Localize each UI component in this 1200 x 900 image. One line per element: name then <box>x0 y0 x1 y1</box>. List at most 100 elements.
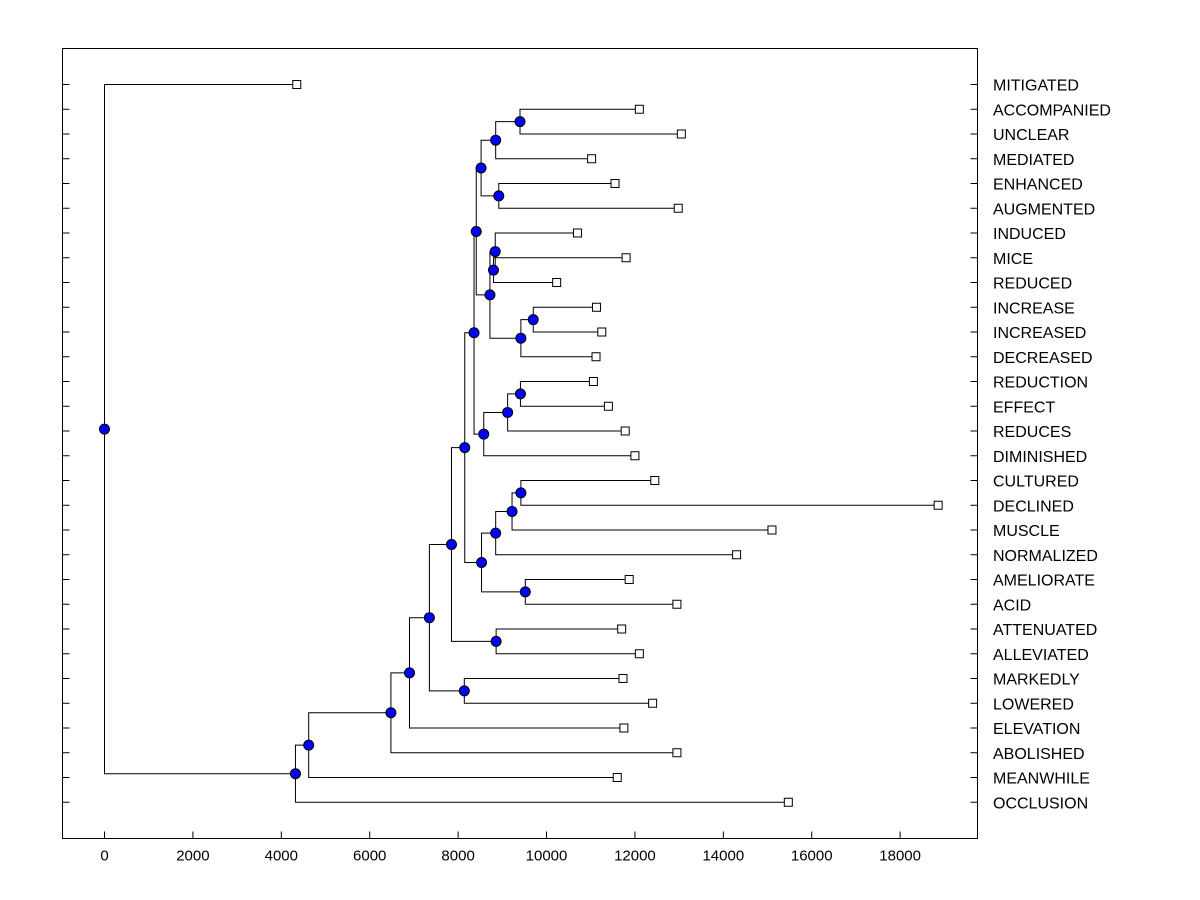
leaf-marker <box>591 352 601 362</box>
branch-link <box>520 319 597 358</box>
branch-link <box>493 232 578 271</box>
leaf-marker <box>620 426 630 436</box>
merge-node <box>515 487 527 499</box>
y-axis-ticks <box>62 84 978 803</box>
merge-node <box>484 289 496 301</box>
leaf-label: MITIGATED <box>993 78 1079 95</box>
branch-link <box>450 447 497 642</box>
leaf-label: AUGMENTED <box>993 201 1095 218</box>
leaf-marker <box>292 80 302 89</box>
merge-node <box>490 527 502 539</box>
branch-link <box>519 108 682 135</box>
leaf-label: AMELIORATE <box>993 573 1095 590</box>
x-tick-label: 2000 <box>176 848 209 865</box>
leaf-label: OCCLUSION <box>993 795 1088 812</box>
merge-node <box>403 667 415 679</box>
leaf-marker <box>591 302 601 312</box>
x-axis-ticks: 0 2000 4000 6000 8000 10000 12000 14000 16000 180… <box>100 831 921 865</box>
branch-link <box>524 579 677 605</box>
leaf-label: ABOLISHED <box>993 746 1085 763</box>
leaf-label: MEDIATED <box>993 152 1074 169</box>
leaf-marker <box>673 203 683 213</box>
merge-node <box>385 707 397 719</box>
merge-node <box>459 442 471 454</box>
leaf-label: MUSCLE <box>993 523 1060 540</box>
branch-link <box>507 393 626 432</box>
x-tick-label: 10000 <box>526 848 568 865</box>
leaf-label: MEANWHILE <box>993 771 1090 788</box>
leaf-label: ENHANCED <box>993 177 1083 194</box>
leaf-marker <box>619 723 629 733</box>
merge-node <box>303 739 315 751</box>
merge-node <box>515 332 527 344</box>
merge-node <box>519 586 531 598</box>
leaf-marker <box>588 377 598 386</box>
leaf-marker <box>783 797 793 807</box>
merge-node <box>476 556 488 568</box>
leaf-label: CULTURED <box>993 474 1079 491</box>
branch-link <box>481 532 526 593</box>
branch-link <box>511 492 772 531</box>
leaf-marker <box>603 401 613 411</box>
leaf-marker <box>617 624 627 634</box>
leaf-marker <box>612 773 622 782</box>
merge-node <box>478 428 490 440</box>
leaf-marker <box>634 104 644 114</box>
leaf-marker <box>597 327 607 337</box>
branch-link <box>408 617 624 729</box>
leaf-marker <box>767 525 777 535</box>
leaf-marker <box>618 674 628 683</box>
merge-node <box>423 612 435 624</box>
x-tick-label: 18000 <box>879 848 921 865</box>
leaf-marker <box>630 451 640 461</box>
leaf-label: EFFECT <box>993 399 1055 416</box>
branch-link <box>308 712 618 778</box>
x-tick-label: 16000 <box>791 848 833 865</box>
branch-link <box>532 306 602 333</box>
merge-node <box>514 116 526 128</box>
leaf-label: DECLINED <box>993 498 1074 515</box>
x-tick-label: 14000 <box>702 848 744 865</box>
leaf-label: REDUCES <box>993 424 1071 441</box>
branch-link <box>520 480 939 506</box>
merge-node <box>490 635 502 647</box>
leaf-label: ACCOMPANIED <box>993 102 1111 119</box>
leaf-labels: MITIGATED ACCOMPANIED UNCLEAR MEDIATED ENHAN… <box>993 78 1111 813</box>
merge-node <box>502 406 514 418</box>
leaf-label: ALLEVIATED <box>993 647 1089 664</box>
merge-node <box>527 314 539 326</box>
leaf-marker <box>587 154 597 164</box>
x-tick-label: 12000 <box>614 848 656 865</box>
leaf-marker <box>610 179 620 188</box>
branch-link <box>294 744 789 803</box>
leaf-label: INCREASED <box>993 325 1086 342</box>
merge-node <box>468 327 480 339</box>
x-tick-label: 8000 <box>441 848 474 865</box>
merge-node <box>470 225 482 237</box>
leaf-label: LOWERED <box>993 696 1074 713</box>
leaf-label: DIMINISHED <box>993 449 1087 466</box>
leaf-label: MICE <box>993 251 1033 268</box>
branch-link <box>103 84 297 775</box>
leaf-marker <box>624 575 634 584</box>
merge-node <box>487 264 499 276</box>
plot-frame <box>62 48 978 839</box>
leaf-label: MARKEDLY <box>993 672 1080 689</box>
x-tick-label: 6000 <box>353 848 386 865</box>
branch-link <box>495 121 592 160</box>
merge-node <box>514 388 526 400</box>
merge-node <box>289 768 301 780</box>
leaf-markers <box>292 80 943 807</box>
leaf-marker <box>933 500 943 510</box>
merge-node <box>506 505 518 517</box>
merge-node <box>493 190 505 202</box>
leaf-marker <box>650 476 660 485</box>
leaf-label: REDUCTION <box>993 375 1088 392</box>
leaf-marker <box>552 278 562 287</box>
leaf-marker <box>572 228 582 238</box>
leaf-label: REDUCED <box>993 276 1072 293</box>
leaf-marker <box>648 698 658 708</box>
merge-node <box>98 423 110 435</box>
leaf-label: ELEVATION <box>993 721 1080 738</box>
